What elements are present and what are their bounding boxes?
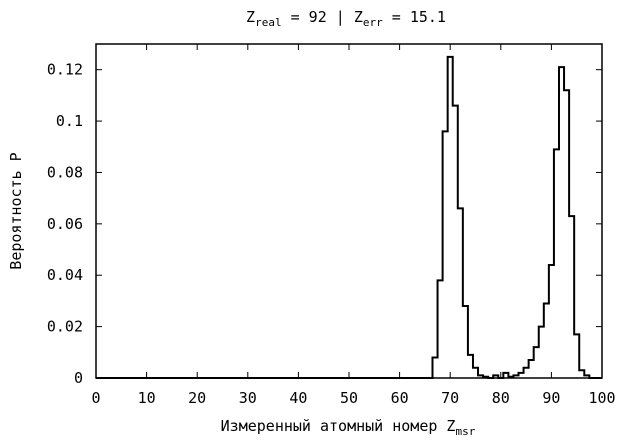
x-tick-label: 90 — [542, 389, 560, 407]
x-tick-label: 10 — [138, 389, 156, 407]
y-tick-label: 0.12 — [47, 61, 83, 79]
y-tick-label: 0.08 — [47, 163, 83, 181]
y-tick-label: 0 — [74, 369, 83, 387]
y-tick-label: 0.02 — [47, 318, 83, 336]
chart-title: Zreal = 92 | Zerr = 15.1 — [246, 8, 446, 29]
y-tick-label: 0.04 — [47, 266, 83, 284]
y-tick-label: 0.06 — [47, 215, 83, 233]
x-tick-label: 50 — [340, 389, 358, 407]
y-axis-label: Вероятность P — [7, 152, 25, 269]
x-tick-label: 0 — [91, 389, 100, 407]
x-tick-label: 30 — [239, 389, 257, 407]
x-tick-label: 40 — [289, 389, 307, 407]
x-tick-label: 70 — [441, 389, 459, 407]
plot-frame — [95, 43, 603, 379]
y-tick-label: 0.1 — [56, 112, 83, 130]
x-axis-label: Измеренный атомный номер Zmsr — [221, 417, 476, 438]
histogram-series-line — [96, 55, 602, 379]
x-tick-label: 20 — [188, 389, 206, 407]
x-tick-label: 100 — [588, 389, 615, 407]
x-tick-label: 60 — [391, 389, 409, 407]
x-tick-label: 80 — [492, 389, 510, 407]
